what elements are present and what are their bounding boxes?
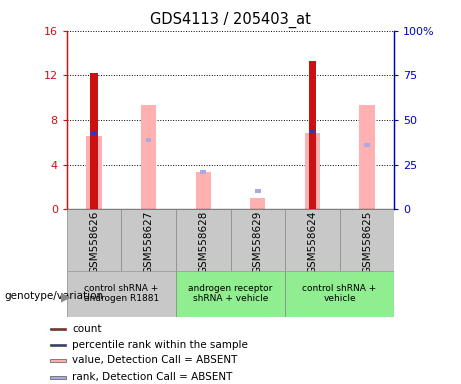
Bar	[364, 142, 370, 147]
Bar	[201, 170, 206, 174]
Bar	[230, 209, 285, 271]
Bar	[90, 73, 98, 209]
Bar	[310, 129, 315, 133]
Bar	[285, 271, 394, 317]
Bar	[67, 209, 121, 271]
Text: value, Detection Call = ABSENT: value, Detection Call = ABSENT	[72, 356, 238, 366]
Bar	[285, 209, 340, 271]
Bar	[340, 209, 394, 271]
Text: percentile rank within the sample: percentile rank within the sample	[72, 340, 248, 350]
Bar	[141, 106, 156, 209]
Bar	[195, 172, 211, 209]
Bar	[176, 271, 285, 317]
Text: control shRNA +
androgen R1881: control shRNA + androgen R1881	[84, 284, 159, 303]
Text: GSM558624: GSM558624	[307, 211, 317, 275]
Bar	[50, 344, 65, 346]
Bar	[50, 328, 65, 330]
Bar	[359, 106, 374, 209]
Text: GSM558629: GSM558629	[253, 211, 263, 275]
Text: genotype/variation: genotype/variation	[5, 291, 104, 301]
Text: GSM558627: GSM558627	[144, 211, 154, 275]
Bar	[250, 198, 266, 209]
Text: GSM558626: GSM558626	[89, 211, 99, 275]
Bar	[50, 376, 65, 379]
Bar	[67, 271, 176, 317]
Text: androgen receptor
shRNA + vehicle: androgen receptor shRNA + vehicle	[188, 284, 273, 303]
Text: control shRNA +
vehicle: control shRNA + vehicle	[302, 284, 377, 303]
Bar	[308, 61, 316, 209]
Text: GSM558625: GSM558625	[362, 211, 372, 275]
Text: ▶: ▶	[61, 290, 71, 303]
Bar	[305, 133, 320, 209]
Bar	[50, 359, 65, 362]
Bar	[121, 209, 176, 271]
Bar	[146, 138, 151, 142]
Title: GDS4113 / 205403_at: GDS4113 / 205403_at	[150, 12, 311, 28]
Text: count: count	[72, 324, 102, 334]
Text: GSM558628: GSM558628	[198, 211, 208, 275]
Bar	[87, 136, 102, 209]
Bar	[255, 189, 260, 194]
Text: rank, Detection Call = ABSENT: rank, Detection Call = ABSENT	[72, 372, 233, 382]
Bar	[91, 131, 97, 135]
Bar	[176, 209, 230, 271]
